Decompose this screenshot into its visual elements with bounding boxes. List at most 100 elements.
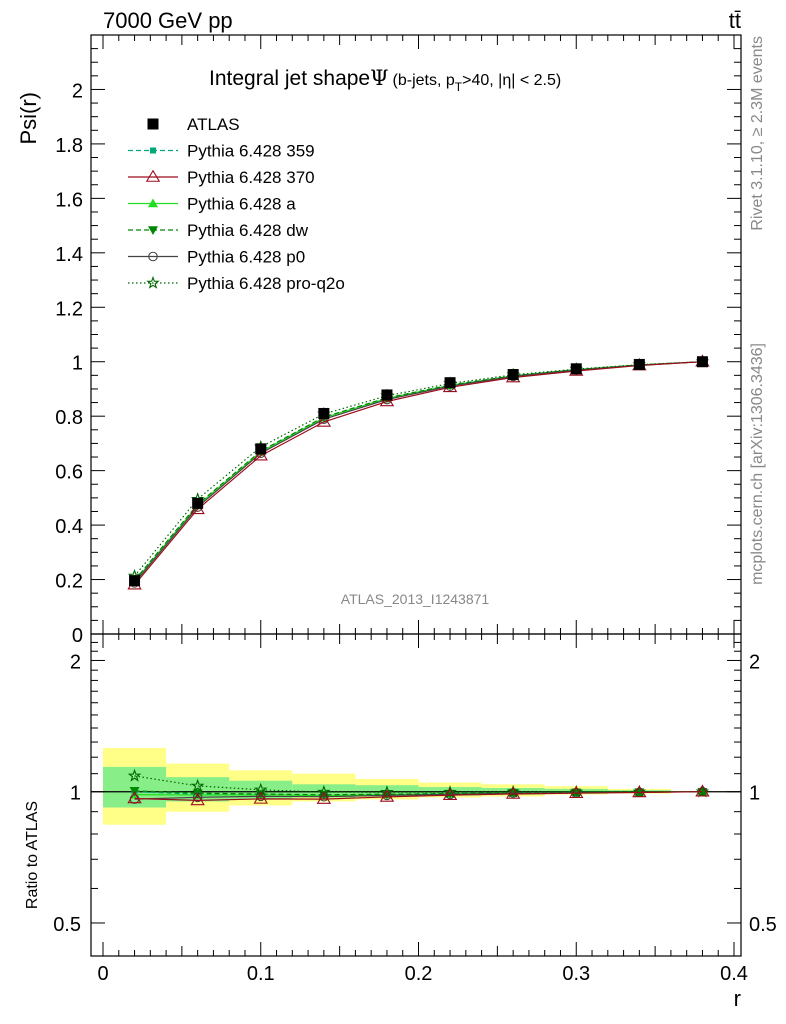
ratio-y-tick-label: 2: [70, 651, 81, 673]
legend-label: Pythia 6.428 pro-q2o: [187, 274, 345, 293]
series-pythia-6-428-a: [129, 356, 708, 586]
data-point: [633, 358, 645, 370]
series-pythia-6-428-370: [127, 354, 710, 590]
main-panel: 0 0.2 0.4 0.6 0.8 1 1.2 1.4 1.6 1.8 2 Psi(r) Integ…: [16, 34, 742, 647]
ratio-y-axis-label: Ratio to ATLAS: [24, 801, 41, 909]
ratio-y-tick-label-right: 1: [749, 783, 760, 805]
ratio-y-tick-label-right: 0.5: [749, 914, 777, 936]
ratio-y-tick-label-right: 2: [749, 651, 760, 673]
legend-marker: [145, 169, 161, 182]
legend-entry: Pythia 6.428 pro-q2o: [128, 274, 345, 293]
legend-marker: [148, 198, 158, 208]
ratio-point: [253, 791, 268, 804]
ratio-series-line: [134, 791, 703, 802]
ratio-point: [632, 785, 647, 798]
ratio-frame: [90, 633, 742, 957]
y-tick-label: 1.4: [55, 244, 83, 266]
chart-title: Integral jet shapeΨ (b-jets, pT>40, |η| <…: [209, 66, 561, 94]
data-point: [381, 389, 393, 401]
y-tick-label: 0.4: [55, 516, 83, 538]
legend: ATLAS Pythia 6.428 359 Pythia 6.428 370 Pyt…: [128, 115, 345, 293]
legend-entry: Pythia 6.428 370: [128, 168, 315, 187]
y-tick-label: 1.8: [55, 135, 83, 157]
data-point: [255, 443, 267, 455]
ratio-point: [445, 789, 455, 800]
y-tick-label: 0.6: [55, 462, 83, 484]
data-point: [129, 575, 141, 587]
ratio-series-pythia-6-428-370: [127, 784, 710, 806]
y-tick-label: 2: [72, 80, 83, 102]
ratio-series-line: [134, 775, 703, 793]
ratio-point: [442, 787, 458, 800]
header-left: 7000 GeV pp: [103, 8, 233, 33]
ratio-series-group: [91, 768, 741, 806]
y-tick-label: 0: [72, 625, 83, 647]
ratio-point: [379, 789, 395, 802]
mcplots-label: mcplots.cern.ch [arXiv:1306.3436]: [749, 343, 766, 585]
ratio-point: [695, 784, 710, 798]
ratio-axis-ticks: 0.5 0.5 1 1 2 2 0 0.1 0.2 0.3 0.4: [53, 634, 777, 985]
x-tick-label: 0.1: [247, 963, 275, 985]
data-point: [192, 497, 204, 509]
main-axis-ticks: 0 0.2 0.4 0.6 0.8 1 1.2 1.4 1.6 1.8 2: [55, 35, 741, 647]
series-line: [134, 361, 703, 581]
chart-title-text: Integral jet shape: [209, 67, 370, 90]
legend-marker: [148, 226, 158, 235]
chart-title-symbol: Ψ: [370, 66, 388, 90]
ratio-point: [569, 785, 584, 799]
legend-label: Pythia 6.428 359: [187, 142, 315, 161]
main-series-group: [127, 354, 710, 590]
ratio-y-tick-label: 0.5: [53, 914, 81, 936]
ratio-point: [380, 785, 394, 799]
legend-label: ATLAS: [187, 115, 240, 134]
legend-entry: Pythia 6.428 dw: [128, 221, 309, 240]
legend-label: Pythia 6.428 dw: [187, 221, 309, 240]
legend-label: Pythia 6.428 370: [187, 168, 315, 187]
series-line: [134, 361, 703, 577]
ratio-point: [569, 784, 584, 798]
legend-label: Pythia 6.428 a: [187, 195, 296, 214]
data-point: [379, 394, 395, 407]
ratio-point: [192, 792, 203, 803]
x-tick-label: 0.4: [720, 963, 748, 985]
ratio-point: [317, 784, 331, 798]
chart-subtitle-a: (b-jets, p: [393, 72, 455, 89]
ratio-point: [505, 786, 521, 799]
legend-entry: ATLAS: [147, 115, 240, 134]
ratio-point: [127, 791, 142, 804]
data-point: [507, 369, 519, 381]
data-point: [570, 363, 582, 375]
data-point: [696, 356, 708, 368]
x-tick-label: 0.2: [405, 963, 433, 985]
legend-entry: Pythia 6.428 359: [128, 142, 315, 161]
legend-marker: [150, 147, 156, 154]
chart-subtitle-b: >40, |η| < 2.5): [462, 72, 561, 89]
y-tick-label: 0.2: [55, 571, 83, 593]
ratio-point: [695, 784, 710, 797]
x-tick-label: 0: [97, 963, 108, 985]
series-atlas: [129, 356, 708, 587]
legend-entry: Pythia 6.428 a: [128, 195, 296, 214]
data-point: [444, 377, 456, 389]
header-right: tt̄: [729, 8, 741, 33]
data-point: [318, 407, 330, 419]
legend-label: Pythia 6.428 p0: [187, 248, 305, 267]
rivet-label: Rivet 3.1.10, ≥ 2.3M events: [749, 36, 766, 231]
legend-marker: [146, 275, 160, 289]
y-tick-label: 1: [72, 353, 83, 375]
ratio-point: [316, 791, 332, 804]
ratio-point: [632, 784, 647, 798]
series-line: [134, 361, 703, 586]
ratio-point: [190, 793, 205, 806]
x-tick-label: 0.3: [562, 963, 590, 985]
data-point: [316, 414, 332, 427]
y-tick-label: 1.2: [55, 298, 83, 320]
ratio-point: [190, 778, 205, 792]
ratio-y-tick-label: 1: [70, 783, 81, 805]
ratio-point: [443, 785, 457, 799]
y-tick-label: 0.8: [55, 407, 83, 429]
series-pythia-6-428-pro-q2o: [127, 354, 710, 582]
ratio-panel: 0.5 0.5 1 1 2 2 0 0.1 0.2 0.3 0.4 Ratio to ATLAS r: [24, 633, 777, 1011]
data-point: [253, 448, 268, 461]
